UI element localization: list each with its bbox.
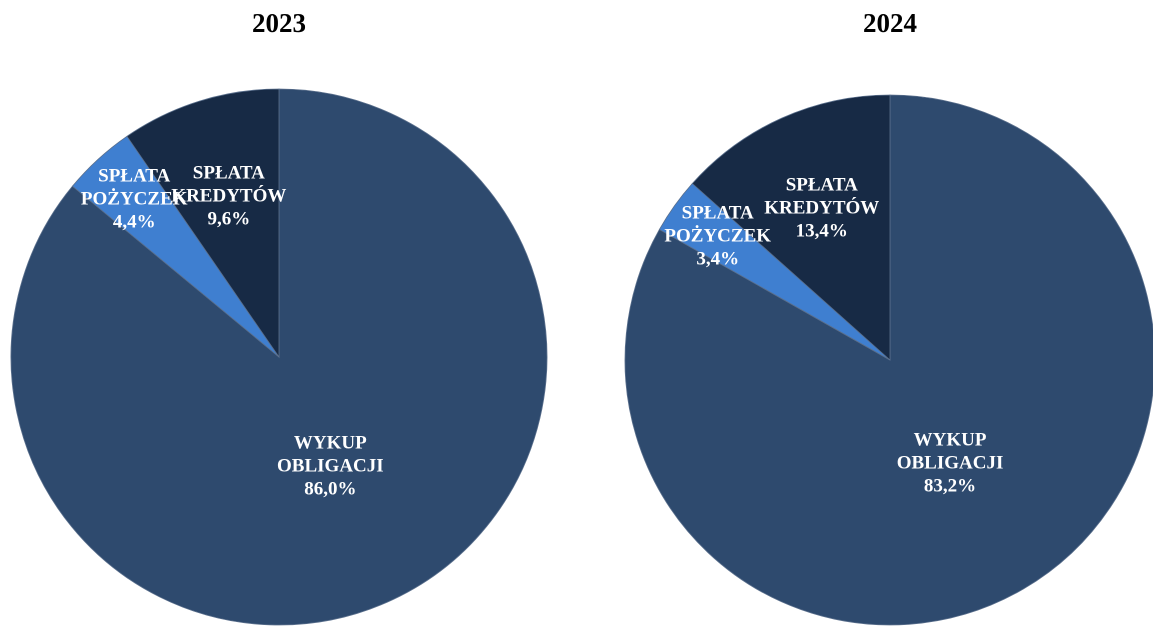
slice-category: SPŁATA POŻYCZEK (664, 202, 772, 247)
pie-slice (624, 94, 1153, 626)
slice-category: SPŁATA POŻYCZEK (80, 165, 188, 210)
slice-value: 83,2% (923, 475, 977, 497)
pie-slice (691, 94, 891, 361)
slice-label: SPŁATA POŻYCZEK 4,4% (54, 164, 214, 233)
slice-category: WYKUP OBLIGACJI (896, 429, 1004, 474)
slice-value: 13,4% (795, 220, 848, 242)
slice-value: 3,4% (696, 248, 740, 270)
pie-slice (126, 88, 280, 359)
chart-title: 2024 (863, 8, 917, 38)
slice-category: SPŁATA KREDYTÓW (764, 174, 880, 219)
slice-value: 9,6% (207, 208, 251, 230)
slice-value: 4,4% (112, 211, 156, 233)
chart-title: 2023 (252, 8, 306, 38)
slice-category: SPŁATA KREDYTÓW (171, 162, 287, 207)
slice-label: SPŁATA KREDYTÓW 9,6% (149, 161, 309, 230)
slice-category: WYKUP OBLIGACJI (277, 432, 384, 477)
slice-label: WYKUP OBLIGACJI 83,2% (870, 429, 1030, 498)
slice-label: SPŁATA KREDYTÓW 13,4% (742, 173, 902, 242)
slice-value: 86,0% (304, 478, 357, 500)
slice-label: SPŁATA POŻYCZEK 3,4% (638, 202, 798, 271)
slice-label: WYKUP OBLIGACJI 86,0% (250, 432, 410, 501)
